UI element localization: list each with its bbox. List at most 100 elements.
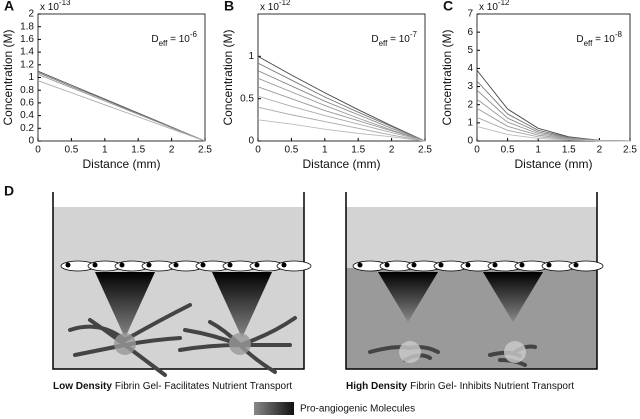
x-tick-label: 2.5 [198,145,212,156]
x-tick-label: 0 [474,145,480,156]
cell-nucleus [146,262,152,268]
cell-nucleus [281,262,287,268]
x-axis-label: Distance (mm) [82,157,160,171]
caption-bold: High Density [346,381,408,392]
x-tick-label: 0.5 [64,145,78,156]
panel-label: A [4,0,14,14]
y-tick-label: 0.5 [240,93,254,104]
x-tick-label: 2 [597,145,603,156]
y-tick-label: 0.8 [20,85,34,96]
subscript: eff [584,39,594,48]
annotation: x 10-12 [260,0,291,13]
y-axis-label: Concentration (M) [1,29,15,125]
caption-text: Fibrin Gel- Facilitates Nutrient Transpo… [115,381,293,392]
molecule-cloud [114,333,136,355]
y-tick-label: 3 [467,81,473,92]
data-line [37,70,206,142]
y-tick-label: 1.8 [20,21,34,32]
well-right [345,192,598,370]
cell-nucleus [227,262,233,268]
y-tick-label: 1 [248,51,254,62]
cell-nucleus [384,262,390,268]
cell-nucleus [492,262,498,268]
superscript: -12 [498,0,510,7]
caption-text: Fibrin Gel- Inhibits Nutrient Transport [410,381,574,392]
data-line [257,70,426,142]
cell-nucleus [65,262,71,268]
y-tick-label: 7 [467,9,473,20]
x-tick-label: 1 [535,145,541,156]
data-line [257,106,426,142]
x-tick-label: 1 [102,145,108,156]
y-tick-label: 0.6 [20,98,34,109]
x-axis-label: Distance (mm) [302,157,380,171]
cell-layer [60,260,604,272]
y-axis-label: Concentration (M) [440,29,454,125]
superscript: -13 [59,0,71,7]
gradient-cone [483,272,543,322]
cell-nucleus [357,262,363,268]
legend-swatch [254,402,294,415]
subscript: eff [379,39,389,48]
cell-nucleus [173,262,179,268]
x-tick-label: 2 [169,145,175,156]
annotation: Deff = 10-6 [151,30,197,48]
y-axis-label: Concentration (M) [221,29,235,125]
data-line [37,73,206,142]
superscript: -8 [615,30,623,39]
data-line [257,95,426,142]
x-tick-label: 0 [255,145,261,156]
caption-bold: Low Density [53,381,112,392]
superscript: -7 [410,30,418,39]
annotation-text: x 10 [479,2,498,13]
data-line [257,119,426,142]
x-tick-label: 0.5 [501,145,515,156]
annotation: x 10-13 [40,0,71,13]
x-tick-label: 0.5 [284,145,298,156]
x-tick-label: 2.5 [623,145,637,156]
cell-nucleus [573,262,579,268]
y-tick-label: 6 [467,27,473,38]
y-tick-label: 1.2 [20,59,34,70]
x-tick-label: 1.5 [351,145,365,156]
y-tick-label: 0.4 [20,110,34,121]
gradient-cone [378,272,438,322]
cell-nucleus [411,262,417,268]
panel-label: D [4,183,14,199]
subscript: eff [159,39,169,48]
annotation-text: = 10 [167,34,190,45]
annotation-text: = 10 [387,34,410,45]
annotation-text: x 10 [260,2,279,13]
cell-nucleus [438,262,444,268]
molecule-cloud [504,341,526,363]
y-tick-label: 0 [467,136,473,147]
y-tick-label: 1.4 [20,47,34,58]
y-tick-label: 1.6 [20,34,34,45]
annotation-text: D [576,34,583,45]
molecule-cloud [399,341,421,363]
cell-nucleus [200,262,206,268]
medium [346,207,597,268]
panel-d: D Low Density Fibrin Gel- Facilitates Nut… [4,183,604,415]
annotation: Deff = 10-8 [576,30,622,48]
molecule-cloud [229,333,251,355]
y-tick-label: 2 [28,9,34,20]
data-line [257,86,426,142]
x-tick-label: 0 [35,145,41,156]
annotation-text: x 10 [40,2,59,13]
plot-frame [257,13,426,142]
x-tick-label: 1.5 [131,145,145,156]
x-tick-label: 1 [322,145,328,156]
data-line [37,80,206,142]
cell-nucleus [92,262,98,268]
plot-frame [476,13,631,142]
y-tick-label: 0.2 [20,123,34,134]
annotation-text: = 10 [592,34,615,45]
cell-nucleus [546,262,552,268]
data-line [257,77,426,142]
panel-label: C [443,0,453,14]
gradient-cone [212,272,272,338]
x-tick-label: 1.5 [562,145,576,156]
gel-high-density [346,268,597,369]
